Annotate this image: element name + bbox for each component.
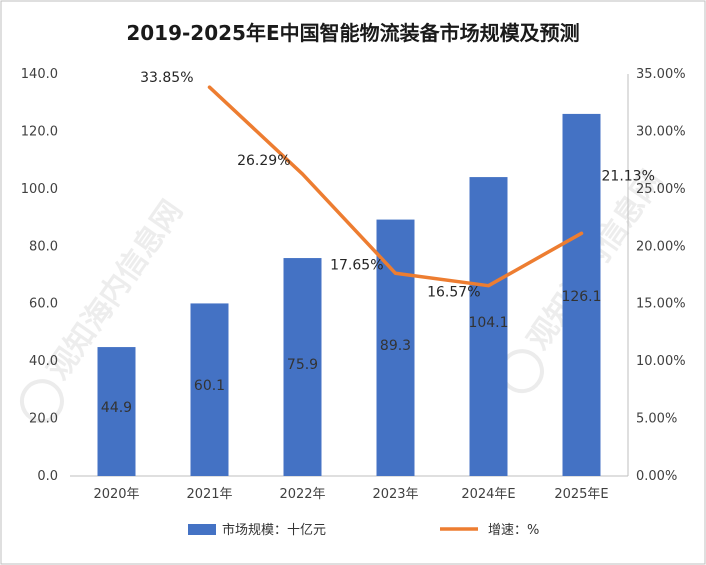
right-tick-label: 15.00% [636,297,686,312]
bar-value-label: 104.1 [468,315,508,331]
line-series: 33.85% 26.29% 17.65% 16.57% 21.13% [140,70,655,300]
left-tick-label: 60.0 [29,297,58,312]
left-tick-label: 40.0 [29,354,58,369]
legend-bar-label: 市场规模：十亿元 [222,522,326,538]
line-point [301,172,304,176]
line-value-label: 26.29% [237,153,290,169]
line-point [208,85,211,89]
bar [283,258,322,476]
right-axis: 0.00% 5.00% 10.00% 15.00% 20.00% 25.00% 30.00%… [627,67,686,484]
left-tick-label: 100.0 [21,182,58,197]
bar [469,177,508,476]
watermark-logo [19,379,64,424]
bar-value-label: 60.1 [194,378,225,394]
left-tick-label: 120.0 [21,124,58,139]
bar-value-label: 126.1 [561,289,601,305]
bar [190,303,229,476]
bar-value-label: 44.9 [101,400,132,416]
line-point [394,271,397,275]
x-tick-label: 2025年E [554,487,608,502]
right-tick-label: 20.00% [636,239,686,254]
x-tick-label: 2020年 [93,487,139,502]
left-tick-label: 140.0 [21,67,58,82]
line-value-label: 21.13% [602,168,655,184]
right-tick-label: 0.00% [636,469,677,484]
line-point [580,231,583,235]
legend-line-label: 增速：% [488,523,539,538]
right-tick-label: 35.00% [636,67,686,82]
x-tick-label: 2024年E [461,487,515,502]
legend-bar-swatch [188,524,216,535]
right-tick-label: 25.00% [636,182,686,197]
x-tick-label: 2022年 [279,487,325,502]
bar [97,347,136,476]
line-value-label: 17.65% [330,257,383,273]
x-tick-label: 2021年 [186,487,232,502]
right-tick-label: 10.00% [636,354,686,369]
left-tick-label: 20.0 [29,412,58,427]
line-value-label: 33.85% [140,70,193,86]
line-value-label: 16.57% [427,285,480,301]
bar-value-label: 89.3 [380,338,411,354]
bar-value-label: 75.9 [287,357,318,373]
chart-title: 2019-2025年E中国智能物流装备市场规模及预测 [126,21,579,45]
left-tick-label: 0.0 [37,469,58,484]
bar [562,113,601,477]
x-tick-label: 2023年 [372,487,418,502]
legend: 市场规模：十亿元 增速：% [188,522,539,538]
right-tick-label: 5.00% [636,412,677,427]
line-point [487,284,490,288]
left-tick-label: 80.0 [29,239,58,254]
x-axis: 2020年 2021年 2022年 2023年 2024年E 2025年E [70,475,628,502]
bar-series: 44.9 60.1 75.9 89.3 104.1 126.1 [97,113,602,477]
right-tick-label: 30.00% [636,124,686,139]
left-axis: 0.0 20.0 40.0 60.0 80.0 100.0 120.0 140.0 [21,67,58,484]
